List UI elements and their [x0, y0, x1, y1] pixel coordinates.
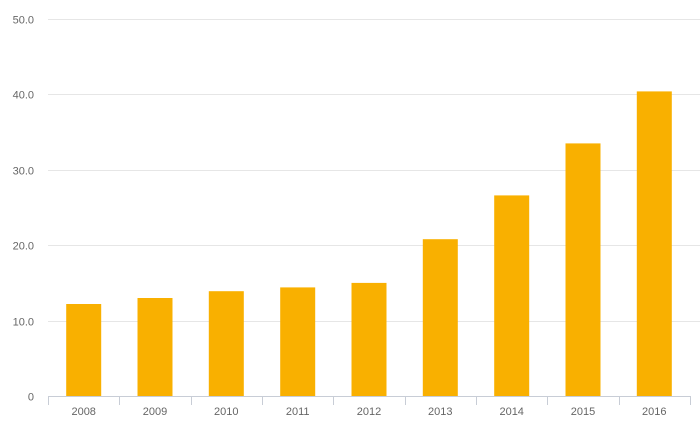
bar-2014[interactable]: [494, 195, 530, 396]
x-tick-label-2015: 2015: [571, 406, 595, 418]
y-tick-label: 40.0: [13, 90, 34, 102]
x-tick-label-2016: 2016: [642, 406, 666, 418]
y-tick-label: 0: [28, 392, 34, 404]
y-axis-tick-labels: 0 10.0 20.0 30.0 40.0 50.0: [13, 15, 34, 404]
x-tick-label-2010: 2010: [214, 406, 238, 418]
bar-2016[interactable]: [636, 91, 672, 397]
x-tick-label-2014: 2014: [499, 406, 523, 418]
bar-2011[interactable]: [280, 287, 316, 396]
y-tick-label: 30.0: [13, 166, 34, 178]
x-axis-tick-labels: 2008 2009 2010 2011 2012 2013 2014 2015 2016: [71, 406, 666, 418]
y-tick-label: 10.0: [13, 317, 34, 329]
bar-2015[interactable]: [565, 143, 601, 396]
x-tick-label-2011: 2011: [286, 406, 310, 418]
x-axis-tick-marks: [48, 396, 691, 405]
x-tick-label-2009: 2009: [143, 406, 167, 418]
bar-2010[interactable]: [208, 291, 244, 396]
gridlines: [48, 19, 700, 322]
bar-2013[interactable]: [422, 239, 458, 396]
bars: [66, 91, 672, 397]
x-tick-label-2008: 2008: [71, 406, 95, 418]
bar-2012[interactable]: [351, 282, 387, 396]
bar-2008[interactable]: [66, 304, 102, 396]
y-tick-label: 20.0: [13, 241, 34, 253]
x-tick-label-2012: 2012: [357, 406, 381, 418]
y-tick-label: 50.0: [13, 15, 34, 27]
x-tick-label-2013: 2013: [428, 406, 452, 418]
bar-2009[interactable]: [137, 298, 173, 396]
